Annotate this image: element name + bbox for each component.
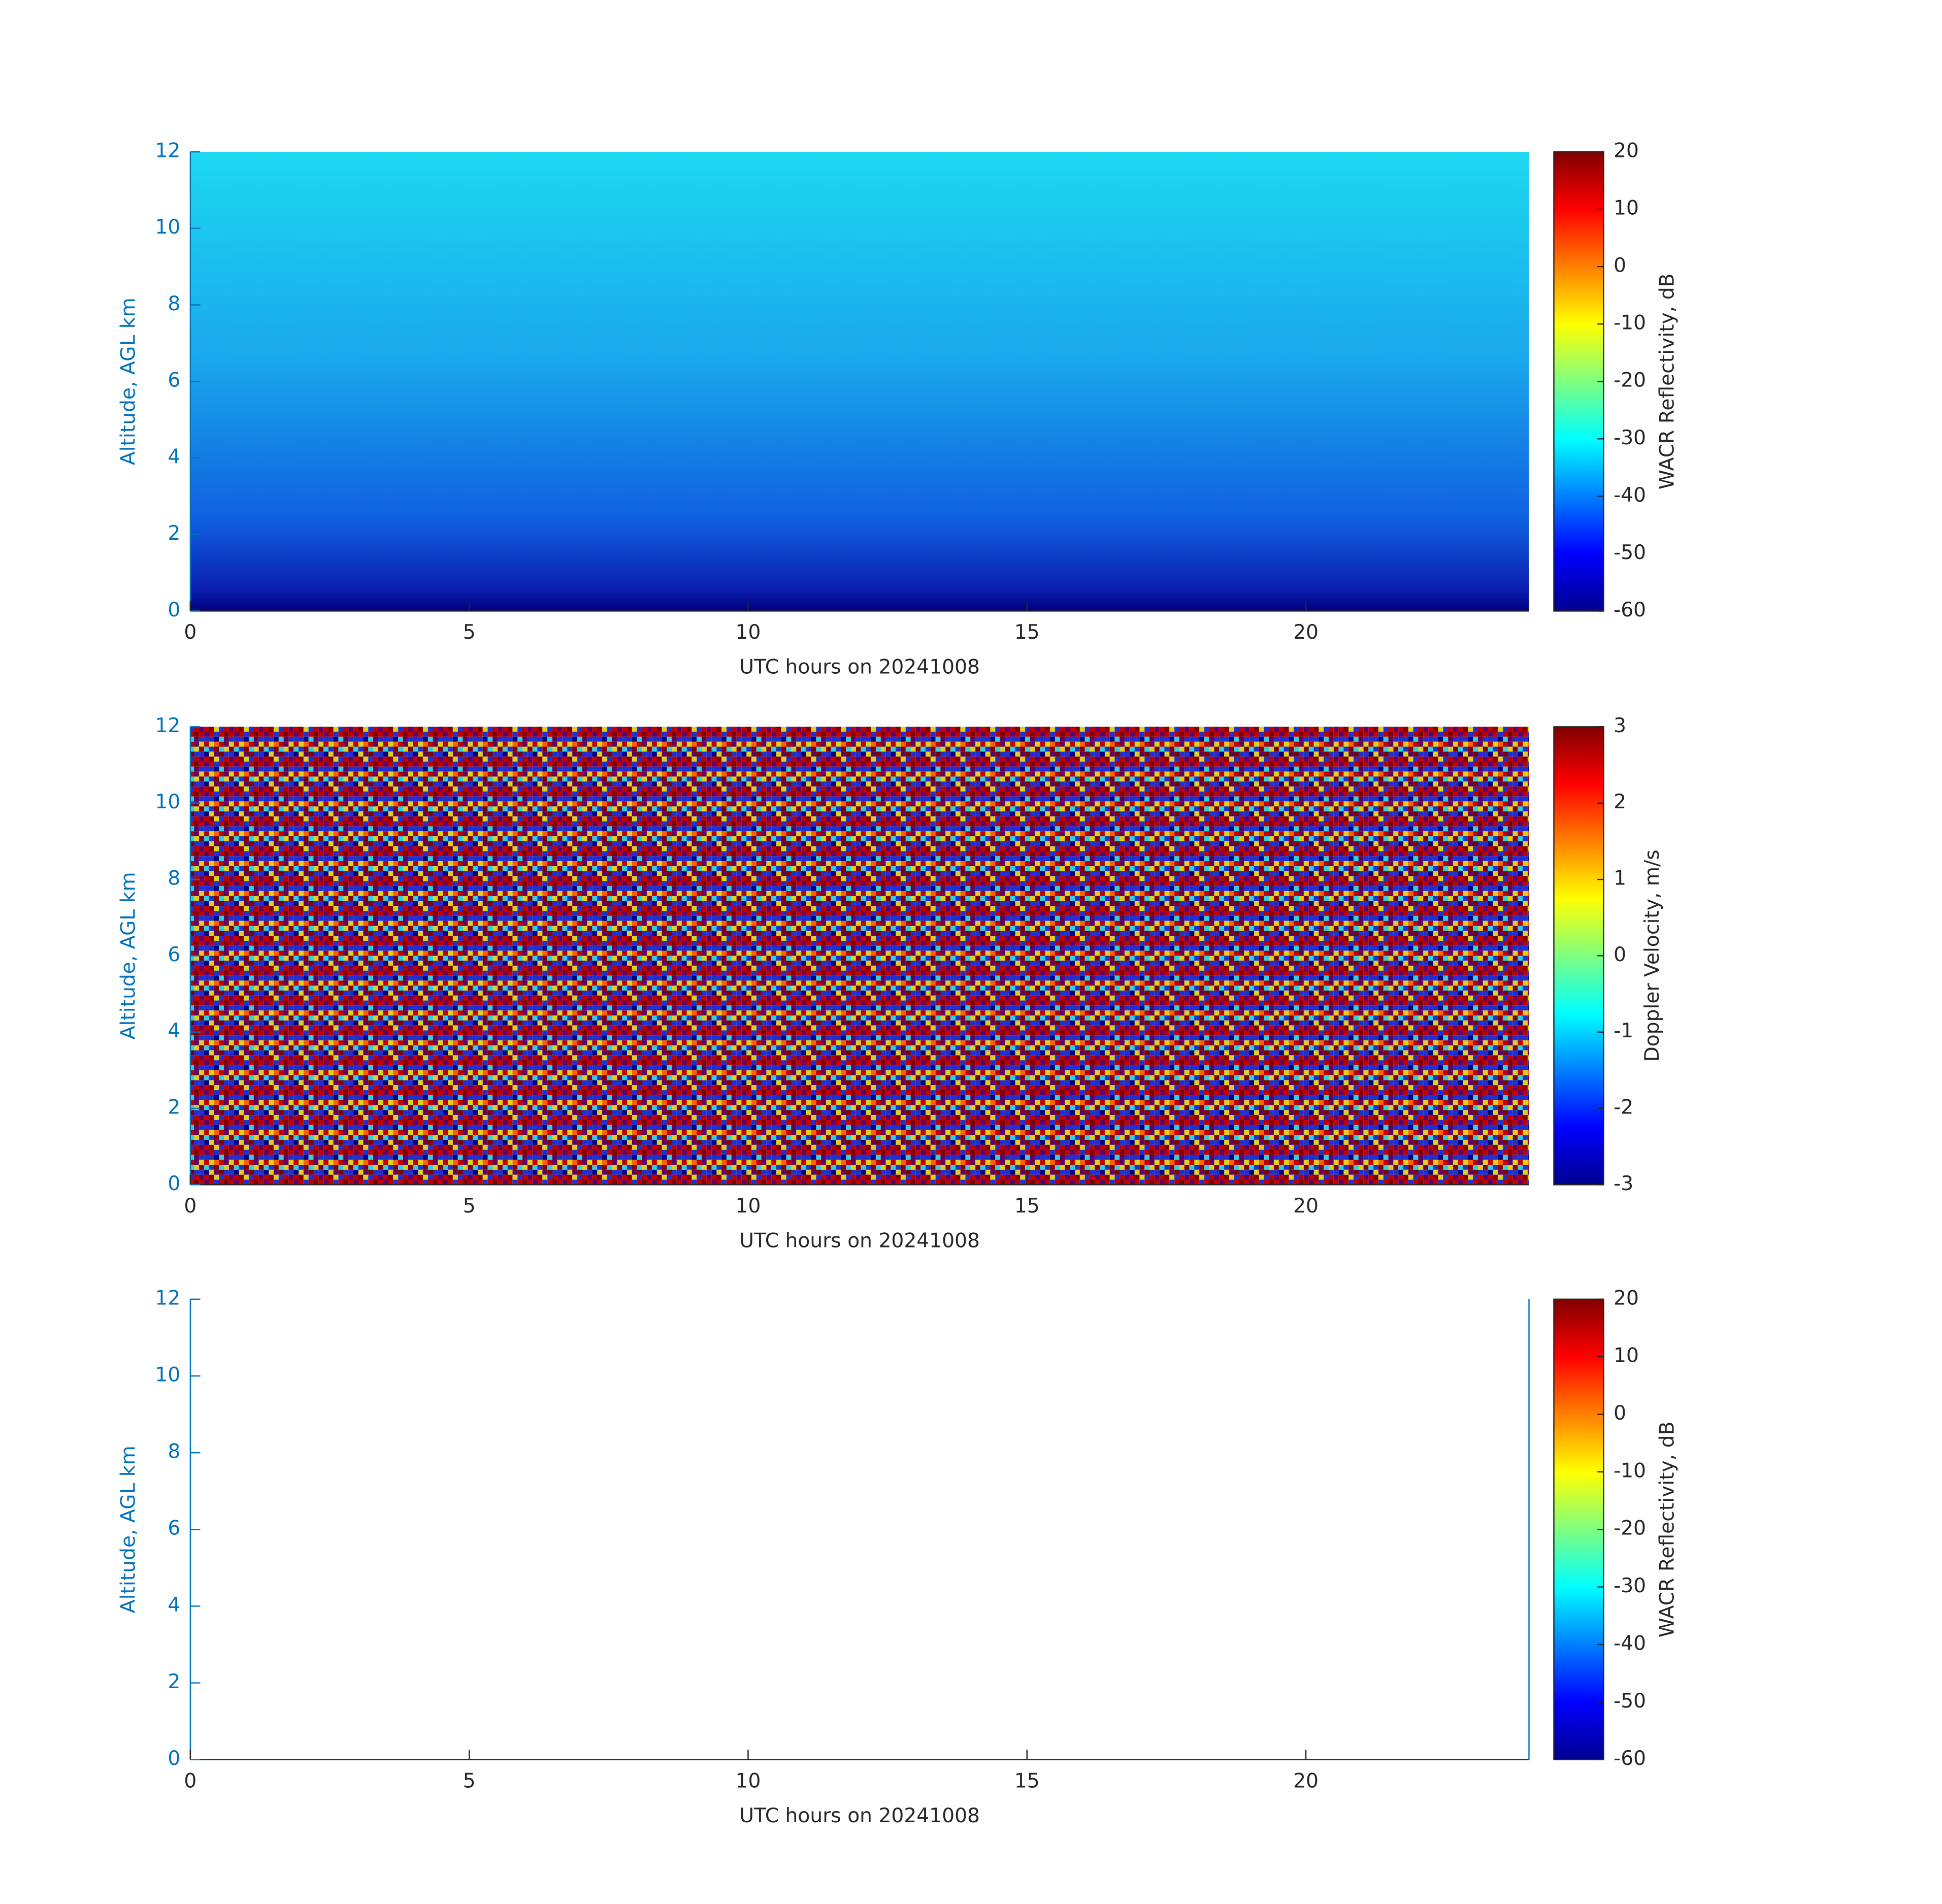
x-tick-label: 15	[1014, 1769, 1040, 1792]
colorbar-tick-label: -40	[1614, 1632, 1646, 1655]
colorbar-tick-label: -10	[1614, 1459, 1646, 1482]
y-tick-label: 12	[155, 1287, 180, 1309]
y-axis-label: Altitude, AGL km	[117, 1446, 140, 1613]
y-tick-label: 2	[168, 1670, 180, 1693]
x-tick-label: 10	[736, 1195, 761, 1218]
colorbar-tick-label: -10	[1614, 312, 1646, 335]
x-tick-label: 0	[184, 1195, 196, 1218]
x-tick-label: 15	[1014, 1195, 1040, 1218]
y-axis-label: Altitude, AGL km	[117, 298, 140, 465]
colorbar-tick-label: -60	[1614, 599, 1646, 621]
y-tick-label: 4	[168, 1594, 180, 1617]
colorbar-tick-label: 1	[1614, 867, 1626, 890]
x-tick-label: 0	[184, 621, 196, 644]
colorbar-tick-label: 0	[1614, 1402, 1626, 1425]
colorbar-tick-label: 2	[1614, 791, 1626, 813]
colorbar-tick-label: -50	[1614, 541, 1646, 564]
colorbar-tick-label: 10	[1614, 1344, 1639, 1367]
colorbar-tick-label: 20	[1614, 140, 1639, 162]
colorbar-tick-label: 10	[1614, 197, 1639, 220]
y-tick-label: 2	[168, 522, 180, 545]
colorbar-tick-label: -60	[1614, 1747, 1646, 1770]
colorbar-tick-label: -3	[1614, 1172, 1633, 1195]
colorbar-tick-label: 3	[1614, 714, 1626, 737]
colorbar	[1553, 151, 1604, 612]
y-tick-label: 6	[168, 1517, 180, 1540]
x-tick-label: 5	[463, 1195, 476, 1218]
colorbar-tick-label: -30	[1614, 1574, 1646, 1597]
colorbar-tick-label: 0	[1614, 254, 1626, 277]
x-tick-label: 10	[736, 1769, 761, 1792]
heatmap-image	[190, 152, 1529, 611]
x-tick-label: 15	[1014, 621, 1040, 644]
y-tick-label: 12	[155, 140, 180, 162]
heatmap-image	[190, 727, 1529, 1185]
colorbar	[1553, 726, 1604, 1186]
x-axis-label: UTC hours on 20241008	[739, 656, 980, 679]
colorbar-tick-label: 0	[1614, 943, 1626, 966]
y-tick-label: 10	[155, 791, 180, 813]
x-tick-label: 10	[736, 621, 761, 644]
colorbar-label: WACR Reflectivity, dB	[1656, 1422, 1678, 1637]
y-tick-label: 8	[168, 1440, 180, 1463]
y-axis-label: Altitude, AGL km	[117, 872, 140, 1039]
x-tick-label: 5	[463, 621, 476, 644]
x-tick-label: 20	[1293, 1769, 1319, 1792]
colorbar-tick-label: -30	[1614, 426, 1646, 449]
colorbar-tick-label: 20	[1614, 1287, 1639, 1309]
x-tick-label: 20	[1293, 1195, 1319, 1218]
y-tick-label: 10	[155, 216, 180, 239]
colorbar-tick-label: -1	[1614, 1020, 1633, 1042]
colorbar-label: Doppler Velocity, m/s	[1641, 849, 1664, 1062]
x-axis-label: UTC hours on 20241008	[739, 1230, 980, 1253]
y-tick-label: 8	[168, 292, 180, 315]
y-tick-label: 0	[168, 1747, 180, 1770]
heatmap-image	[190, 1299, 1529, 1760]
y-tick-label: 6	[168, 369, 180, 392]
x-axis-label: UTC hours on 20241008	[739, 1804, 980, 1827]
colorbar-tick-label: -50	[1614, 1690, 1646, 1713]
y-tick-label: 4	[168, 1020, 180, 1042]
x-tick-label: 0	[184, 1769, 196, 1792]
y-tick-label: 0	[168, 599, 180, 621]
colorbar	[1553, 1298, 1604, 1760]
colorbar-tick-label: -2	[1614, 1096, 1633, 1119]
y-tick-label: 10	[155, 1363, 180, 1386]
colorbar-tick-label: -40	[1614, 484, 1646, 507]
colorbar-label: WACR Reflectivity, dB	[1656, 273, 1678, 489]
y-tick-label: 6	[168, 943, 180, 966]
y-tick-label: 4	[168, 445, 180, 468]
y-tick-label: 8	[168, 867, 180, 890]
colorbar-tick-label: -20	[1614, 1517, 1646, 1540]
y-tick-label: 12	[155, 714, 180, 737]
y-tick-label: 2	[168, 1096, 180, 1119]
x-tick-label: 20	[1293, 621, 1319, 644]
y-tick-label: 0	[168, 1172, 180, 1195]
colorbar-tick-label: -20	[1614, 369, 1646, 392]
x-tick-label: 5	[463, 1769, 476, 1792]
